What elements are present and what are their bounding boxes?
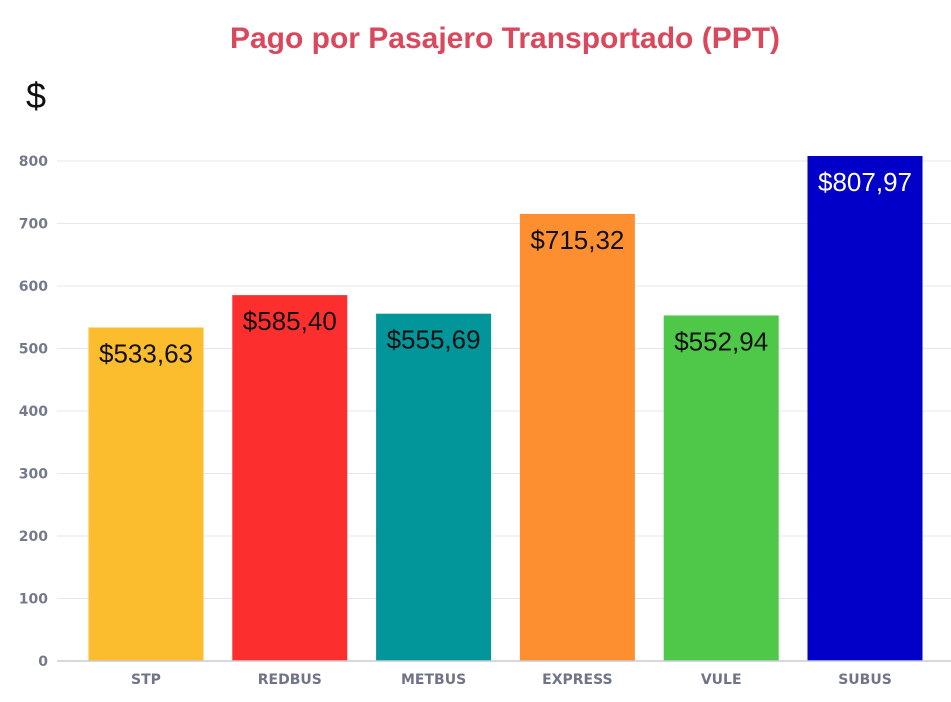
x-category-label: EXPRESS bbox=[542, 672, 613, 688]
bar-vule bbox=[663, 315, 779, 661]
y-tick-label: 100 bbox=[19, 592, 48, 608]
y-tick-label: 200 bbox=[19, 529, 48, 545]
y-tick-label: 400 bbox=[19, 404, 48, 420]
y-tick-label: 0 bbox=[38, 654, 48, 670]
y-tick-label: 800 bbox=[19, 154, 48, 170]
x-category-label: STP bbox=[131, 672, 161, 688]
x-category-label: VULE bbox=[701, 672, 742, 688]
chart-title: Pago por Pasajero Transportado (PPT) bbox=[230, 22, 780, 55]
x-category-label: METBUS bbox=[401, 672, 466, 688]
y-tick-label: 300 bbox=[19, 467, 48, 483]
y-axis-ticks: 0 100 200 300 400 500 600 700 800 bbox=[19, 154, 48, 670]
data-label: $555,69 bbox=[387, 325, 481, 355]
bar-stp bbox=[88, 327, 204, 661]
x-axis-categories: STP REDBUS METBUS EXPRESS VULE SUBUS bbox=[131, 672, 892, 688]
x-category-label: REDBUS bbox=[258, 672, 322, 688]
data-label: $715,32 bbox=[530, 225, 624, 255]
y-tick-label: 500 bbox=[19, 342, 48, 358]
data-label: $807,97 bbox=[818, 167, 912, 197]
data-label: $533,63 bbox=[99, 338, 193, 368]
y-axis-unit-label: $ bbox=[26, 75, 46, 116]
bar-subus bbox=[807, 156, 923, 662]
bar-redbus bbox=[232, 295, 348, 661]
bar-metbus bbox=[376, 313, 492, 661]
x-category-label: SUBUS bbox=[838, 672, 892, 688]
gridlines bbox=[57, 160, 951, 599]
data-labels: $533,63 $585,40 $555,69 $715,32 $552,94 $807,… bbox=[99, 167, 912, 368]
y-tick-label: 700 bbox=[19, 217, 48, 233]
data-label: $552,94 bbox=[674, 326, 768, 356]
y-tick-label: 600 bbox=[19, 279, 48, 295]
bar-express bbox=[519, 213, 635, 662]
bars bbox=[88, 156, 923, 662]
data-label: $585,40 bbox=[243, 306, 337, 336]
